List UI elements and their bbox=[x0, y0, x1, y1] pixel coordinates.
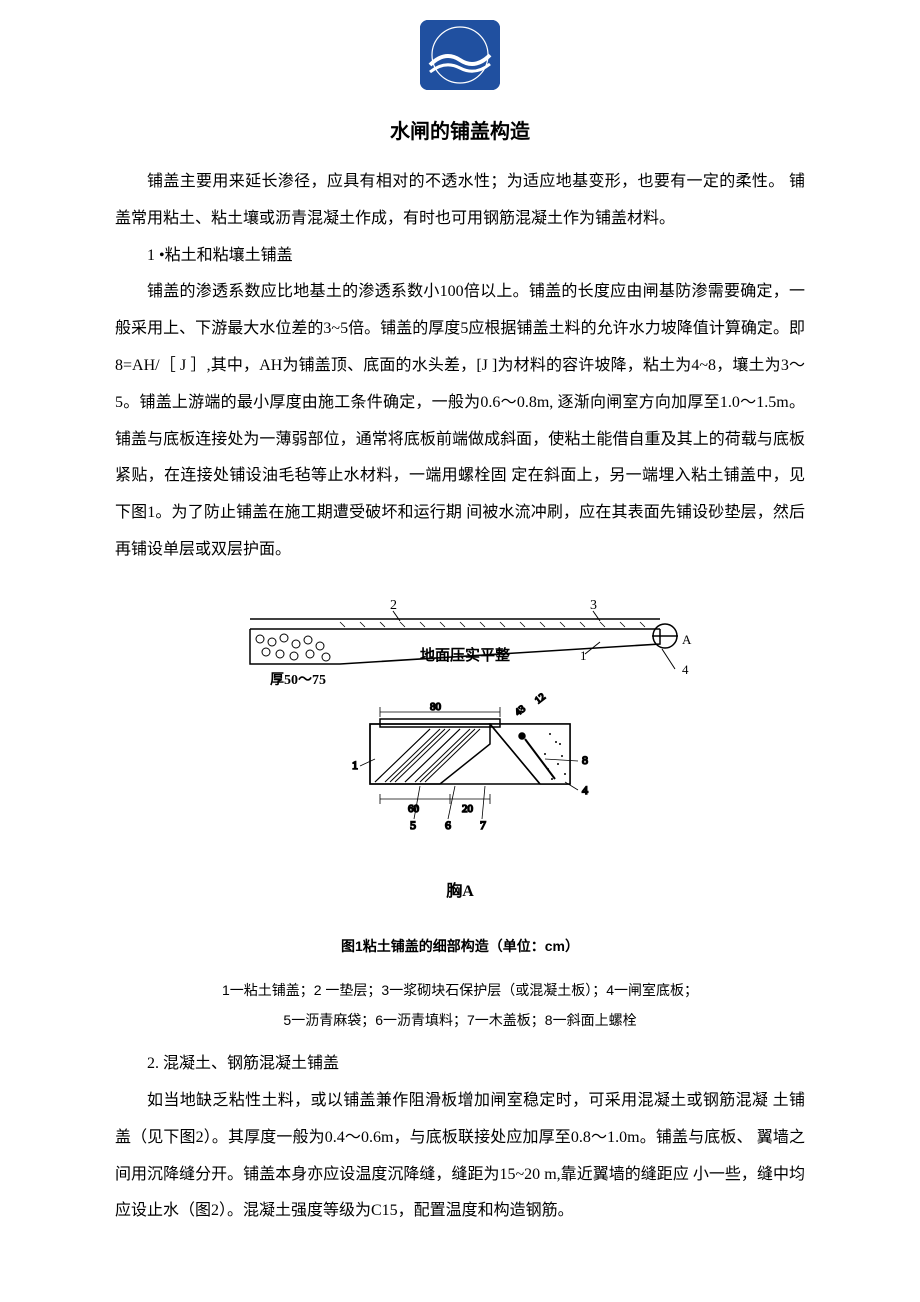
svg-text:7: 7 bbox=[480, 818, 486, 832]
svg-text:6: 6 bbox=[445, 818, 451, 832]
logo-container bbox=[0, 20, 920, 95]
logo-badge bbox=[420, 20, 500, 90]
section2-heading: 2. 混凝土、钢筋混凝土铺盖 bbox=[115, 1046, 805, 1083]
section1-body: 铺盖的渗透系数应比地基土的渗透系数小100倍以上。铺盖的长度应由闸基防渗需要确定… bbox=[115, 274, 805, 568]
svg-text:12: 12 bbox=[533, 691, 548, 706]
svg-text:厚50～75: 厚50～75 bbox=[270, 672, 326, 688]
figure1-sublabel: 胸A bbox=[115, 874, 805, 911]
svg-text:60: 60 bbox=[408, 803, 420, 815]
intro-paragraph: 铺盖主要用来延长渗径，应具有相对的不透水性；为适应地基变形，也要有一定的柔性。 … bbox=[115, 164, 805, 238]
figure1-legend-line1: 1一粘土铺盖；2 一垫层；3一浆砌块石保护层（或混凝土板）；4一闸室底板； bbox=[115, 975, 805, 1006]
logo-svg bbox=[420, 20, 500, 90]
svg-text:1: 1 bbox=[352, 758, 358, 772]
svg-text:4: 4 bbox=[582, 783, 588, 797]
figure1-caption: 图1粘土铺盖的细部构造（单位：cm） bbox=[115, 930, 805, 962]
figure1-legend: 1一粘土铺盖；2 一垫层；3一浆砌块石保护层（或混凝土板）；4一闸室底板； 5一… bbox=[115, 975, 805, 1037]
svg-text:3: 3 bbox=[590, 598, 597, 613]
svg-text:20: 20 bbox=[462, 803, 474, 815]
figure1-legend-line2: 5一沥青麻袋；6一沥青填料；7一木盖板；8一斜面上螺栓 bbox=[115, 1005, 805, 1036]
svg-text:地面压实平整: 地面压实平整 bbox=[420, 646, 510, 664]
document-body: 铺盖主要用来延长渗径，应具有相对的不透水性；为适应地基变形，也要有一定的柔性。 … bbox=[0, 164, 920, 1230]
svg-text:4: 4 bbox=[682, 662, 689, 677]
svg-text:80: 80 bbox=[430, 701, 442, 713]
svg-text:1: 1 bbox=[580, 648, 587, 663]
section1-heading: 1 •粘土和粘壤土铺盖 bbox=[115, 238, 805, 275]
svg-text:8: 8 bbox=[582, 753, 588, 767]
section2-body: 如当地缺乏粘性土料，或以铺盖兼作阻滑板增加闸室稳定时，可采用混凝土或钢筋混凝 土… bbox=[115, 1083, 805, 1230]
svg-text:A: A bbox=[682, 632, 692, 647]
figure1-diagram: 2 3 厚50～75 地面压实平整 1 A 4 bbox=[220, 594, 700, 854]
svg-text:43: 43 bbox=[513, 703, 528, 718]
svg-text:5: 5 bbox=[410, 818, 416, 832]
figure1-container: 2 3 厚50～75 地面压实平整 1 A 4 bbox=[115, 594, 805, 911]
svg-text:2: 2 bbox=[390, 598, 397, 613]
page-title: 水闸的铺盖构造 bbox=[0, 115, 920, 144]
